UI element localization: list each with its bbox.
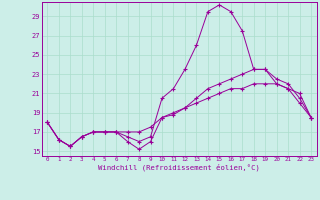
X-axis label: Windchill (Refroidissement éolien,°C): Windchill (Refroidissement éolien,°C): [98, 164, 260, 171]
